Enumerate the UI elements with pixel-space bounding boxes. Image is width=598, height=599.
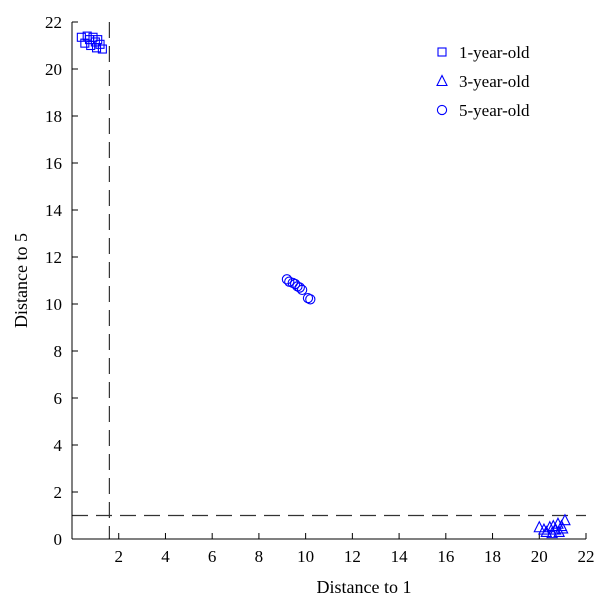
y-tick-label: 2 <box>54 483 63 502</box>
x-tick-label: 12 <box>344 547 361 566</box>
data-point-square <box>97 44 107 54</box>
series-5-year-old <box>281 274 316 305</box>
y-tick-label: 6 <box>54 389 63 408</box>
data-point-square <box>95 39 105 49</box>
data-point-circle <box>296 284 308 296</box>
y-tick-label: 14 <box>45 201 63 220</box>
axes <box>71 22 586 540</box>
x-tick-label: 10 <box>297 547 314 566</box>
x-tick-label: 22 <box>578 547 595 566</box>
data-point-triangle <box>559 513 571 526</box>
x-axis-label: Distance to 1 <box>317 577 412 597</box>
legend-marker-square <box>437 47 447 57</box>
data-point-square <box>88 32 98 42</box>
y-tick-label: 22 <box>45 13 62 32</box>
legend: 1-year-old 3-year-old 5-year-old <box>436 43 530 120</box>
data-point-circle <box>302 292 314 304</box>
y-tick-label: 8 <box>54 342 63 361</box>
legend-item: 3-year-old <box>436 72 530 91</box>
series-1-year-old <box>76 31 107 54</box>
x-tick-label: 14 <box>391 547 409 566</box>
y-tick-label: 0 <box>54 530 63 549</box>
data-point-square <box>93 35 103 45</box>
x-tick-label: 18 <box>484 547 501 566</box>
y-axis-label: Distance to 5 <box>11 233 31 328</box>
data-point-triangle <box>556 521 569 534</box>
legend-label: 1-year-old <box>459 43 530 62</box>
x-tick-label: 20 <box>531 547 548 566</box>
x-tick-label: 2 <box>114 547 123 566</box>
y-tick-label: 18 <box>45 107 62 126</box>
y-tick-label: 16 <box>45 154 62 173</box>
data-point-circle <box>305 294 316 305</box>
x-tick-label: 16 <box>437 547 454 566</box>
y-axis-ticks: 0 2 4 6 8 10 12 14 16 18 20 22 <box>45 13 78 549</box>
data-point-triangle <box>553 525 566 538</box>
legend-item: 1-year-old <box>437 43 530 62</box>
x-tick-label: 4 <box>161 547 170 566</box>
y-tick-label: 10 <box>45 295 62 314</box>
data-point-circle <box>281 274 293 285</box>
x-tick-label: 8 <box>255 547 264 566</box>
x-tick-label: 6 <box>208 547 217 566</box>
data-point-circle <box>294 282 305 293</box>
data-point-square <box>90 37 100 47</box>
data-points <box>76 31 571 539</box>
legend-marker-triangle <box>436 74 448 87</box>
data-point-triangle <box>533 520 546 533</box>
reference-lines <box>72 22 586 539</box>
y-tick-label: 20 <box>45 60 62 79</box>
legend-label: 5-year-old <box>459 101 530 120</box>
y-tick-label: 4 <box>54 436 63 455</box>
legend-marker-circle <box>436 104 448 116</box>
x-axis-ticks: 2 4 6 8 10 12 14 16 18 20 22 <box>114 533 595 566</box>
series-3-year-old <box>533 513 571 539</box>
data-point-triangle <box>546 526 559 539</box>
legend-label: 3-year-old <box>459 72 530 91</box>
y-tick-label: 12 <box>45 248 62 267</box>
legend-item: 5-year-old <box>436 101 530 120</box>
